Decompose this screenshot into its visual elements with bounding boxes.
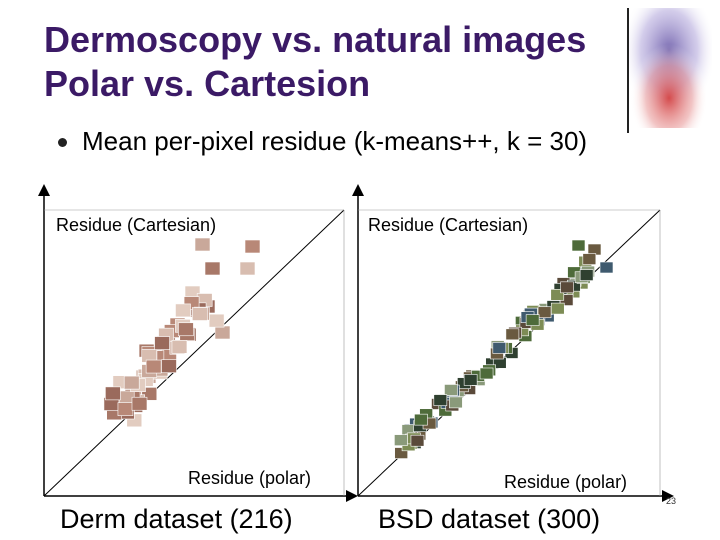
bsd-thumbnail [394,447,408,459]
slide-number: 23 [666,496,677,506]
derm-x-label: Residue (polar) [188,468,312,488]
derm-diagonal [43,209,345,497]
derm-thumbnail [161,359,177,374]
bsd-thumbnail [505,328,520,341]
decorative-dermoscopy-image [626,8,712,128]
derm-y-label: Residue (Cartesian) [56,215,217,235]
derm-thumbnail [204,261,221,276]
derm-thumbnail [178,322,194,337]
bsd-thumbnail [449,396,463,409]
slide-title: Dermoscopy vs. natural images Polar vs. … [44,18,586,106]
bsd-thumbnail [550,289,565,301]
bsd-thumbnail [463,374,478,386]
derm-thumbnail [105,386,121,401]
bsd-thumbnail [444,384,458,396]
bsd-thumbnail [599,261,614,274]
derm-thumbnail [214,325,231,340]
title-divider [627,8,629,133]
bsd-thumbnail [525,314,540,326]
title-line-2: Polar vs. Cartesion [44,63,371,104]
derm-thumbnail [244,239,261,254]
bsd-thumbnail [433,394,448,406]
derm-thumbnail [117,402,134,416]
bsd-thumbnail [410,434,425,447]
bsd-thumbnail [582,253,597,265]
derm-thumbnail [145,359,162,374]
bsd-plot [352,184,674,502]
bsd-thumbnail [479,367,494,380]
derm-thumbnail [154,336,170,350]
bsd-thumbnails [394,239,614,459]
bsd-thumbnail [537,306,552,319]
derm-thumbnail [131,396,148,411]
bsd-thumbnail [492,342,507,354]
derm-thumbnail [208,313,225,328]
bullet-icon [58,138,67,147]
derm-caption: Derm dataset (216) [60,504,293,534]
bsd-thumbnail [550,302,565,315]
bsd-thumbnail [394,434,408,446]
derm-thumbnail [175,303,191,318]
bullet-text: Mean per-pixel residue (k-means++, k = 3… [82,126,588,156]
bsd-thumbnail [579,269,594,281]
derm-thumbnail [171,340,188,354]
derm-thumbnail [123,375,140,390]
bsd-thumbnail [414,413,428,426]
bsd-caption: BSD dataset (300) [378,504,601,534]
derm-thumbnail [194,237,211,252]
bsd-y-label: Residue (Cartesian) [368,215,529,235]
derm-thumbnail [239,261,256,276]
bsd-x-label: Residue (polar) [504,472,628,492]
bsd-thumbnail [560,281,574,294]
derm-plot [38,184,358,502]
derm-thumbnails [103,237,261,428]
bsd-thumbnail [571,239,586,252]
derm-thumbnail [192,307,208,321]
title-line-1: Dermoscopy vs. natural images [44,19,587,60]
